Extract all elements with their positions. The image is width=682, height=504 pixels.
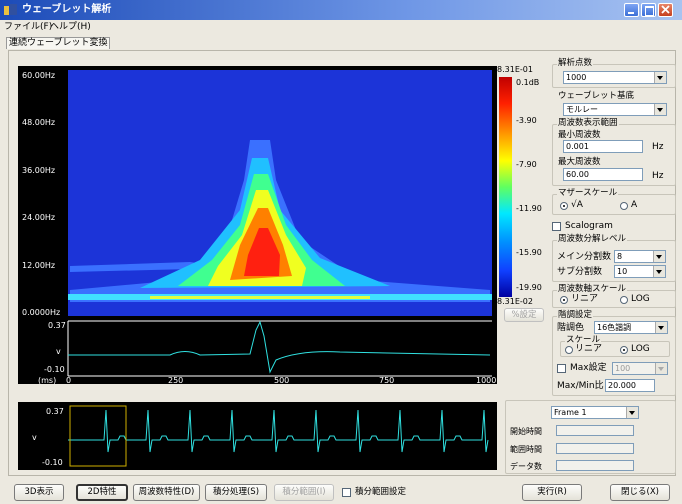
radio[interactable] [620,346,628,354]
y-label: 36.00Hz [22,165,55,176]
y-label: 12.00Hz [22,260,55,271]
colorbar-label: -19.90 [516,282,542,293]
field-label: ウェーブレット基底 [557,91,635,102]
button[interactable]: 3D表示 [14,484,64,501]
y-label: 48.00Hz [22,117,55,128]
y-label: 0.37 [46,406,64,417]
y-label: 24.00Hz [22,212,55,223]
x-label: 500 [274,375,289,386]
range-time-field [556,443,634,454]
field-label: Max/Min比 [557,381,604,392]
points-select[interactable]: 1000 [563,71,667,84]
ratio-input[interactable]: 20.000 [605,379,655,392]
checkbox[interactable] [552,222,561,231]
unit-label: Hz [652,171,664,182]
field-label: データ数 [510,461,542,472]
group-label: 階調設定 [557,310,593,321]
button[interactable]: 閉じる(X) [610,484,670,501]
radio-label: A [631,200,637,211]
x-label: 250 [168,375,183,386]
radio-label: LOG [631,344,650,355]
app-window: {"window": {"title": "ウェーブレット解析"}, "menu… [0,0,682,504]
y-label: 0.0000Hz [22,307,60,318]
max-select[interactable]: 100 [612,362,668,375]
percent-button[interactable]: %設定 [504,308,544,322]
checkbox-label: 積分範囲設定 [355,487,406,498]
group-label: マザースケール [557,188,618,199]
colorbar-min: 8.31E-02 [497,296,533,307]
y-label: v [56,346,61,357]
y-label: -0.10 [42,457,63,468]
colorbar [499,77,512,297]
x-label: 1000 [476,375,496,386]
field-label: サブ分割数 [557,267,602,278]
radio-label: リニア [575,344,602,355]
field-label: 開始時間 [510,426,542,437]
button[interactable]: 周波数特性(D) [133,484,200,501]
group-label: 周波数表示範囲 [557,118,619,129]
main-division-select[interactable]: 8 [614,250,666,263]
unit-label: Hz [652,142,664,153]
y-label: -0.10 [44,364,65,375]
checkbox[interactable] [342,488,351,497]
x-label: 750 [379,375,394,386]
select-value: 8 [617,252,622,261]
select-value: モルレー [566,105,598,114]
min-frequency-input[interactable]: 0.001 [563,140,643,153]
field-label: 最大周波数 [557,157,602,168]
colorbar-label: -11.90 [516,203,542,214]
colorbar-max: 8.31E-01 [497,64,533,75]
button[interactable]: 積分範囲(I) [274,484,334,501]
radio-label: LOG [631,294,650,305]
field-label: 範囲時間 [510,444,542,455]
color-select[interactable]: 16色諧調 [594,321,668,334]
button[interactable]: 実行(R) [522,484,582,501]
colorbar-label: -7.90 [516,159,537,170]
y-label: v [32,432,37,443]
select-value: Frame 1 [554,408,587,417]
radio[interactable] [565,346,573,354]
field-label: 階調色 [557,323,584,334]
data-count-field [556,460,634,471]
x-unit: (ms) [38,375,56,386]
sub-division-select[interactable]: 10 [614,265,666,278]
button[interactable]: 2D特性 [76,484,128,501]
select-value: 16色諧調 [597,323,631,332]
start-time-field [556,425,634,436]
max-frequency-input[interactable]: 60.00 [563,168,643,181]
field-label: メイン分割数 [557,252,611,263]
select-value: 10 [617,267,627,276]
basis-select[interactable]: モルレー [563,103,667,116]
radio-label: √A [571,200,583,211]
y-label: 0.37 [48,320,66,331]
x-label: 0 [66,375,71,386]
y-label: 60.00Hz [22,70,55,81]
radio[interactable] [620,202,628,210]
overview-frame [18,402,497,470]
group-label: 周波数分解レベル [557,234,627,245]
checkbox-label: Max設定 [570,363,607,374]
checkbox-label: Scalogram [565,221,613,232]
button[interactable]: 積分処理(S) [205,484,267,501]
colorbar-label: 0.1dB [516,77,539,88]
select-value: 1000 [566,73,586,82]
radio[interactable] [560,202,568,210]
select-value: 100 [615,364,630,373]
colorbar-label: -3.90 [516,115,537,126]
frame-select[interactable]: Frame 1 [551,406,639,419]
radio[interactable] [560,296,568,304]
colorbar-label: -15.90 [516,247,542,258]
radio-label: リニア [571,294,598,305]
group-label: 解析点数 [557,58,593,69]
checkbox[interactable] [557,364,566,373]
radio[interactable] [620,296,628,304]
